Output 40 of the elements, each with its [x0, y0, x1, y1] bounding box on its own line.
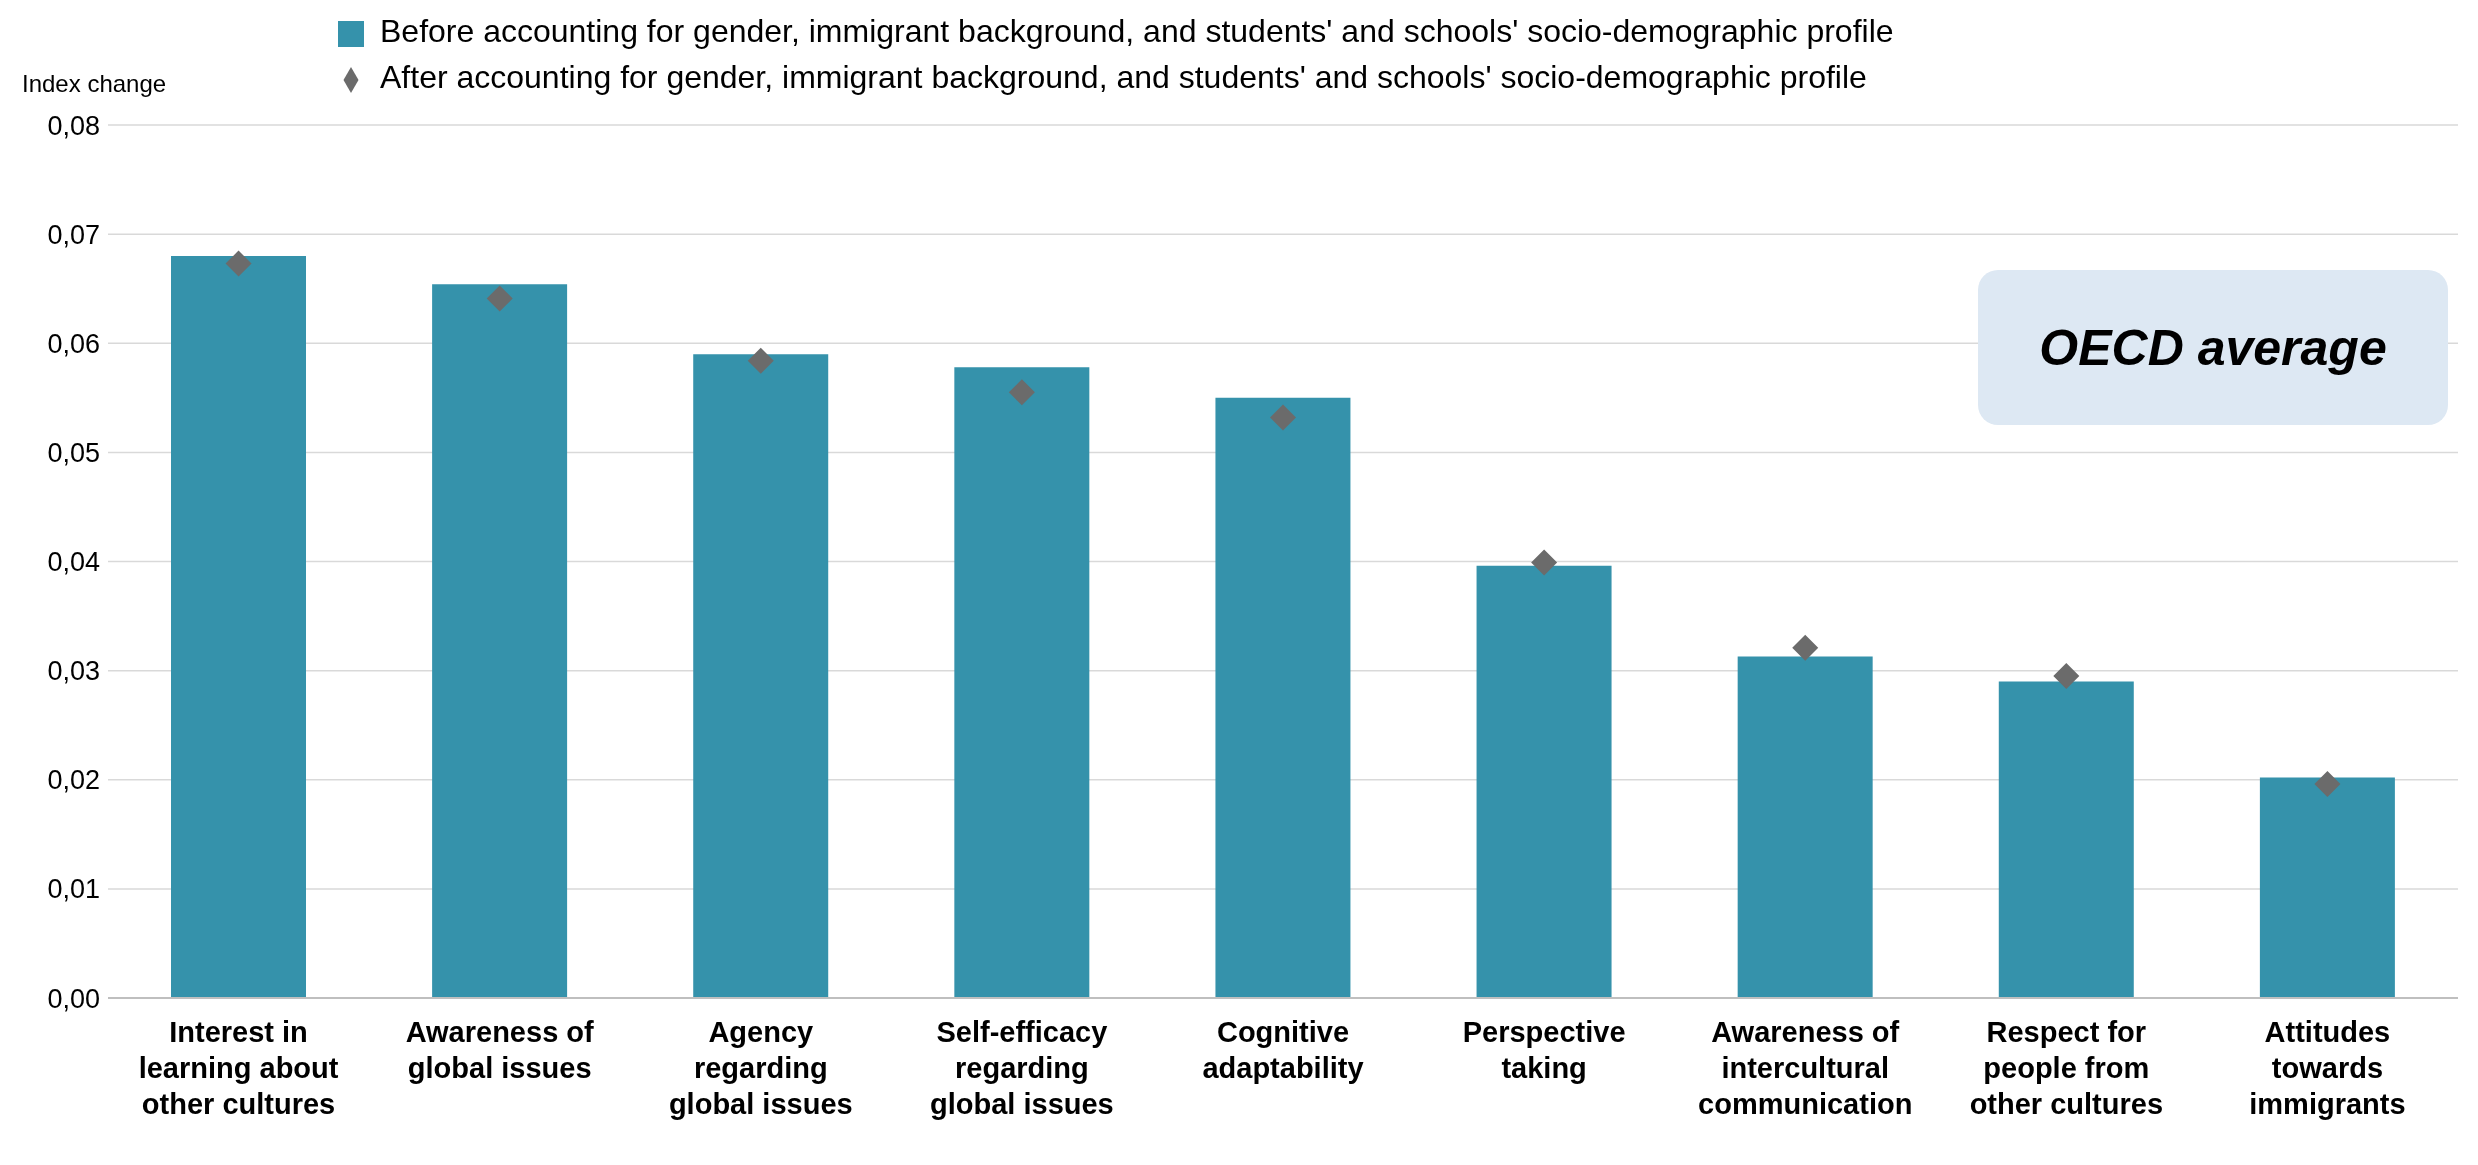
bar	[1998, 681, 2134, 998]
y-tick-label: 0,03	[47, 656, 100, 687]
point	[2314, 771, 2341, 798]
x-tick-label: Respect for people from other cultures	[1969, 1016, 2164, 1120]
y-tick-label: 0,05	[47, 437, 100, 468]
legend-label: Before accounting for gender, immigrant background, and students' and schools' socio-demographic profile	[380, 13, 1894, 49]
y-axis-title: Index change	[22, 70, 167, 98]
bar	[2259, 777, 2395, 998]
y-tick-label: 0,02	[47, 765, 100, 796]
y-tick-label: 0,00	[47, 983, 100, 1014]
y-tick-label: 0,01	[47, 874, 100, 905]
bar	[171, 255, 306, 998]
x-tick-label: Awareness of intercultural communication	[1698, 1016, 1913, 1120]
y-tick-label: 0,08	[47, 110, 100, 141]
point	[486, 285, 513, 312]
y-tick-label: 0,06	[47, 328, 100, 359]
point	[747, 347, 774, 374]
bar	[1215, 397, 1351, 998]
bar	[432, 284, 568, 998]
x-tick-label: Attitudes towards immigrants	[2249, 1016, 2406, 1120]
x-tick-label: Awareness of global issues	[405, 1016, 595, 1084]
annotation: OECD average	[1978, 270, 2448, 425]
bar	[1737, 656, 1873, 998]
x-tick-label: Interest in learning about other cultures	[138, 1016, 339, 1120]
y-tick-label: 0,04	[47, 547, 100, 578]
x-tick-label: Perspective taking	[1462, 1016, 1626, 1084]
point	[225, 250, 252, 277]
x-tick-label: Self-efficacy regarding global issues	[930, 1016, 1114, 1120]
legend-label: After accounting for gender, immigrant background, and students' and schools' socio-demographic profile	[380, 59, 1867, 95]
bar	[693, 354, 829, 998]
x-tick-label: Cognitive adaptability	[1202, 1016, 1364, 1084]
point	[1792, 634, 1819, 661]
bar	[954, 367, 1090, 998]
point	[2053, 663, 2080, 690]
bar	[1476, 565, 1612, 998]
point	[1270, 404, 1296, 431]
y-tick-label: 0,07	[47, 219, 100, 250]
point	[1008, 379, 1035, 406]
point	[1531, 549, 1558, 576]
x-tick-label: Agency regarding global issues	[668, 1016, 853, 1120]
